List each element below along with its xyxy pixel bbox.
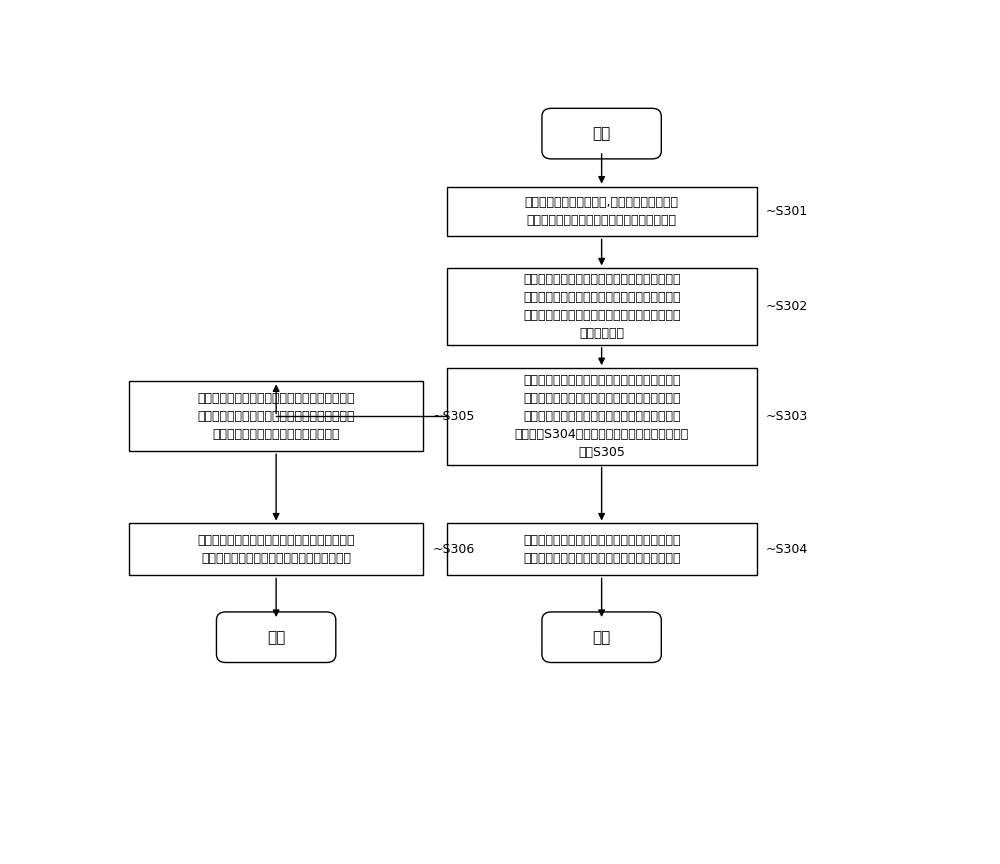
FancyBboxPatch shape — [216, 612, 336, 663]
FancyBboxPatch shape — [129, 524, 423, 575]
Text: 当用户数量为一个时，接收用户的语音指令或者
或者手势动作或口型动作对家用电器进行控制: 当用户数量为一个时，接收用户的语音指令或者 或者手势动作或口型动作对家用电器进行… — [197, 534, 355, 565]
FancyBboxPatch shape — [542, 612, 661, 663]
Text: 结束: 结束 — [267, 630, 285, 645]
Text: 当用户数量为一个时，接收用户的语音指令或者
用户的手势动作或口型动作对家用电器进行控制: 当用户数量为一个时，接收用户的语音指令或者 用户的手势动作或口型动作对家用电器进… — [523, 534, 680, 565]
Text: ~S303: ~S303 — [766, 410, 808, 422]
FancyBboxPatch shape — [447, 524, 757, 575]
Text: 在声音信息的分贝値大于预设分贝阈値之后，启
动图像采集及识别模块，或者在红外传感器检测
到家用电器前方有红外感应变化后，启动图像采
集及识别模块: 在声音信息的分贝値大于预设分贝阈値之后，启 动图像采集及识别模块，或者在红外传感… — [523, 273, 680, 340]
FancyBboxPatch shape — [447, 187, 757, 237]
Text: ~S306: ~S306 — [433, 543, 475, 556]
Text: ~S302: ~S302 — [766, 300, 808, 313]
FancyBboxPatch shape — [447, 368, 757, 465]
Text: 开始: 开始 — [592, 126, 611, 141]
Text: 麦克风模块接收声音信息,而且红外传感器检测
家用电器前方是否有满足预设条件的热源变化: 麦克风模块接收声音信息,而且红外传感器检测 家用电器前方是否有满足预设条件的热源… — [525, 196, 679, 227]
Text: 通过图像采集及识别模块进行人脸检测以判断是
否有用户面朝家用电器，如果有，则获取面朝家
用电器的用户数量，如果用户数量为一个，则跳
转至步骤S304，如果用户数: 通过图像采集及识别模块进行人脸检测以判断是 否有用户面朝家用电器，如果有，则获取… — [514, 374, 689, 459]
FancyBboxPatch shape — [542, 108, 661, 159]
Text: ~S304: ~S304 — [766, 543, 808, 556]
FancyBboxPatch shape — [129, 381, 423, 451]
Text: ~S305: ~S305 — [433, 410, 475, 422]
FancyBboxPatch shape — [447, 269, 757, 345]
Text: 当用户数量为多个时，图像采集及识别模块采集
多个用户的动作，并在多个用户中的一个用户输
入预设手势之后，为用户分配优先权限: 当用户数量为多个时，图像采集及识别模块采集 多个用户的动作，并在多个用户中的一个… — [197, 392, 355, 441]
Text: ~S301: ~S301 — [766, 205, 808, 218]
Text: 结束: 结束 — [592, 630, 611, 645]
